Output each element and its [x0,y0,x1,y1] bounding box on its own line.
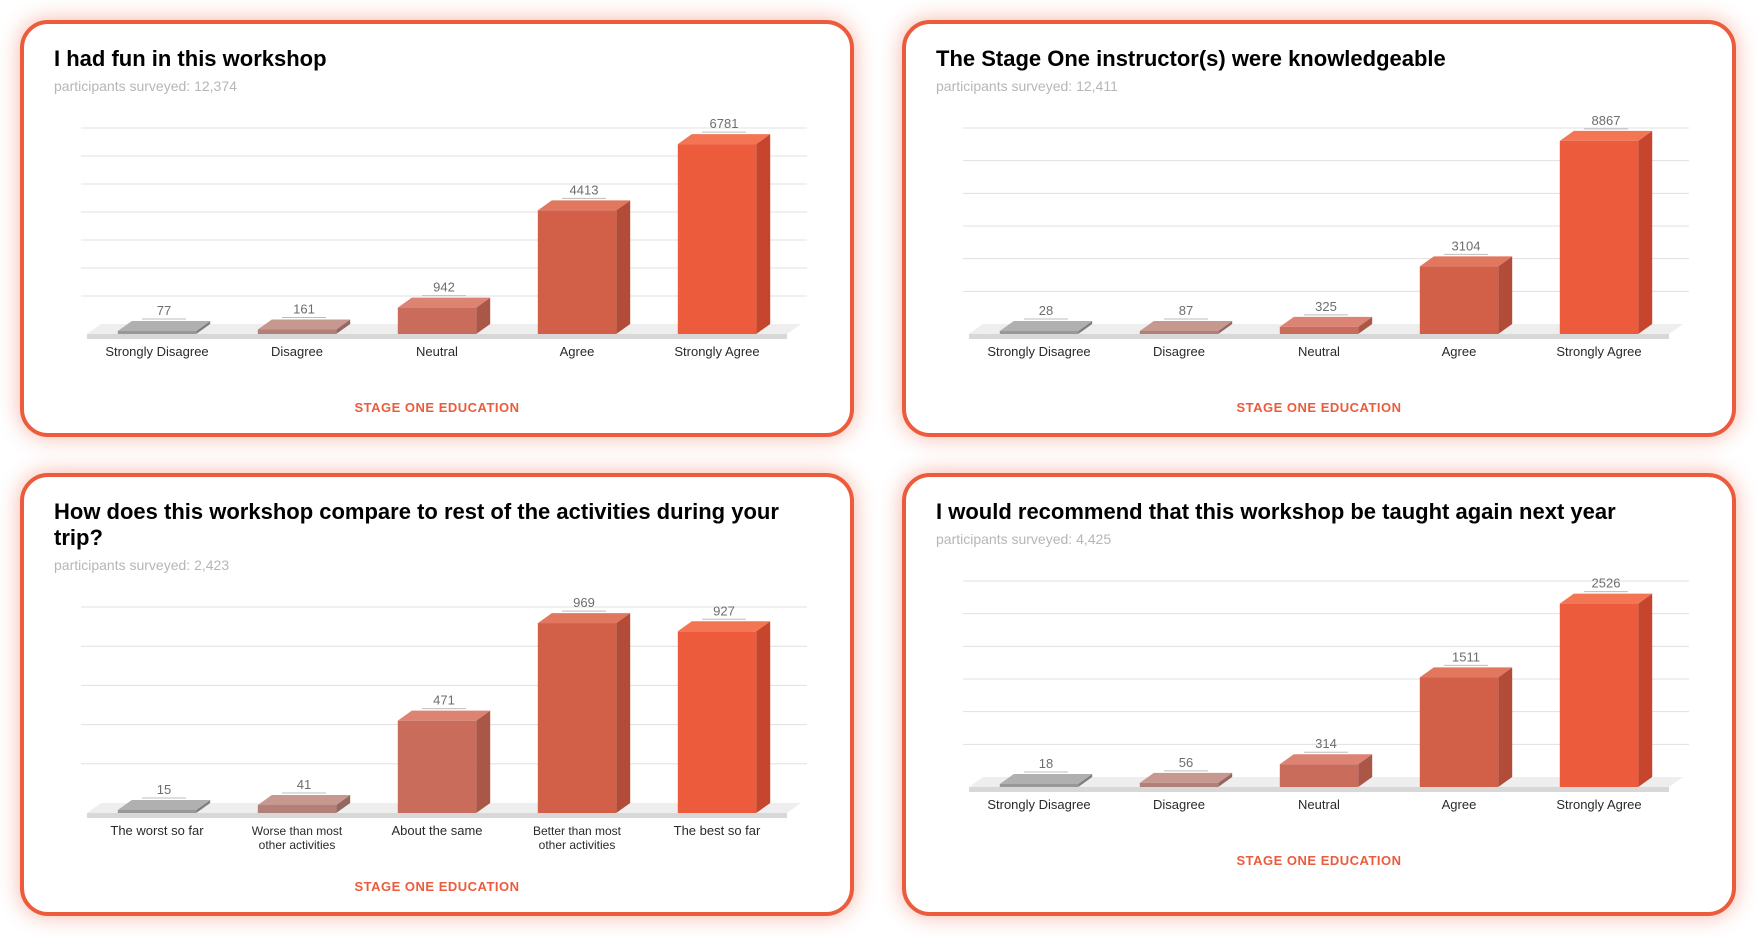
category-label: Agree [1442,344,1477,359]
bar-value-label: 161 [293,301,315,316]
category-label: Strongly Agree [1556,344,1641,359]
category-label: Strongly Disagree [987,344,1090,359]
chart-area: 15The worst so far41Worse than mostother… [54,583,820,873]
bar [1420,677,1498,787]
bar [678,144,756,334]
card-title: The Stage One instructor(s) were knowled… [936,46,1702,72]
bar [1560,604,1638,787]
bar-value-label: 325 [1315,299,1337,314]
bar [1420,266,1498,334]
bar-value-label: 2526 [1592,576,1621,591]
bar [118,810,196,813]
bar-chart: 18 Strongly Disagree 56 Disagree 314 Neutral 1… [936,557,1702,847]
category-label: Agree [1442,797,1477,812]
bar-chart: 15The worst so far41Worse than mostother… [54,583,820,873]
bar-value-label: 314 [1315,736,1337,751]
category-label: other activities [259,838,336,852]
brand-footer: STAGE ONE EDUCATION [54,400,820,415]
bar-value-label: 969 [573,595,595,610]
bar-value-label: 18 [1039,756,1053,771]
bar [538,210,616,334]
bar [538,623,616,813]
participants-surveyed: participants surveyed: 12,411 [936,78,1702,94]
bar [398,721,476,813]
bar-value-label: 471 [433,693,455,708]
category-label: The worst so far [110,823,204,838]
bar [258,805,336,813]
category-label: Disagree [1153,797,1205,812]
category-label: About the same [391,823,482,838]
bar [118,331,196,334]
category-label: Neutral [1298,344,1340,359]
category-label: Disagree [271,344,323,359]
card-title: I would recommend that this workshop be … [936,499,1702,525]
bar-value-label: 15 [157,782,171,797]
surveyed-count: 4,425 [1076,531,1111,547]
bar [1000,331,1078,334]
card-title: I had fun in this workshop [54,46,820,72]
category-label: Neutral [416,344,458,359]
bar-value-label: 942 [433,280,455,295]
bar [1140,331,1218,334]
surveyed-prefix: participants surveyed: [936,531,1076,547]
category-label: Neutral [1298,797,1340,812]
category-label: Strongly Disagree [987,797,1090,812]
category-label: Worse than most [252,824,343,838]
bar-value-label: 28 [1039,303,1053,318]
survey-card-recommend: I would recommend that this workshop be … [902,473,1736,916]
category-label: Strongly Agree [674,344,759,359]
bar-value-label: 927 [713,603,735,618]
category-label: Better than most [533,824,622,838]
bar [678,631,756,813]
bar-value-label: 56 [1179,755,1193,770]
card-title: How does this workshop compare to rest o… [54,499,820,551]
chart-area: 77 Strongly Disagree 161 Disagree 942 Neutral… [54,104,820,394]
survey-card-knowledgeable: The Stage One instructor(s) were knowled… [902,20,1736,437]
bar-chart: 77 Strongly Disagree 161 Disagree 942 Neutral… [54,104,820,394]
bar [258,329,336,334]
bar [1000,784,1078,787]
category-label: other activities [539,838,616,852]
bar-value-label: 3104 [1452,238,1481,253]
category-label: Disagree [1153,344,1205,359]
category-label: The best so far [674,823,761,838]
brand-footer: STAGE ONE EDUCATION [54,879,820,894]
participants-surveyed: participants surveyed: 2,423 [54,557,820,573]
dashboard-grid: I had fun in this workshop participants s… [20,20,1736,916]
bar [398,308,476,334]
surveyed-count: 12,374 [194,78,237,94]
bar-value-label: 4413 [570,182,599,197]
bar-value-label: 77 [157,303,171,318]
bar [1560,141,1638,334]
participants-surveyed: participants surveyed: 4,425 [936,531,1702,547]
category-label: Strongly Disagree [105,344,208,359]
bar-value-label: 1511 [1452,649,1480,664]
survey-card-compare: How does this workshop compare to rest o… [20,473,854,916]
surveyed-count: 2,423 [194,557,229,573]
bar-chart: 28 Strongly Disagree 87 Disagree 325 Neutral 3… [936,104,1702,394]
participants-surveyed: participants surveyed: 12,374 [54,78,820,94]
brand-footer: STAGE ONE EDUCATION [936,853,1702,868]
category-label: Strongly Agree [1556,797,1641,812]
surveyed-prefix: participants surveyed: [54,557,194,573]
surveyed-prefix: participants surveyed: [54,78,194,94]
bar-value-label: 8867 [1592,113,1621,128]
survey-card-fun: I had fun in this workshop participants s… [20,20,854,437]
bar-value-label: 6781 [710,116,739,131]
bar-value-label: 87 [1179,303,1193,318]
chart-area: 28 Strongly Disagree 87 Disagree 325 Neutral 3… [936,104,1702,394]
category-label: Agree [560,344,595,359]
bar [1280,764,1358,787]
bar-value-label: 41 [297,777,311,792]
bar [1280,327,1358,334]
chart-area: 18 Strongly Disagree 56 Disagree 314 Neutral 1… [936,557,1702,847]
bar [1140,783,1218,787]
surveyed-prefix: participants surveyed: [936,78,1076,94]
brand-footer: STAGE ONE EDUCATION [936,400,1702,415]
surveyed-count: 12,411 [1076,78,1118,94]
